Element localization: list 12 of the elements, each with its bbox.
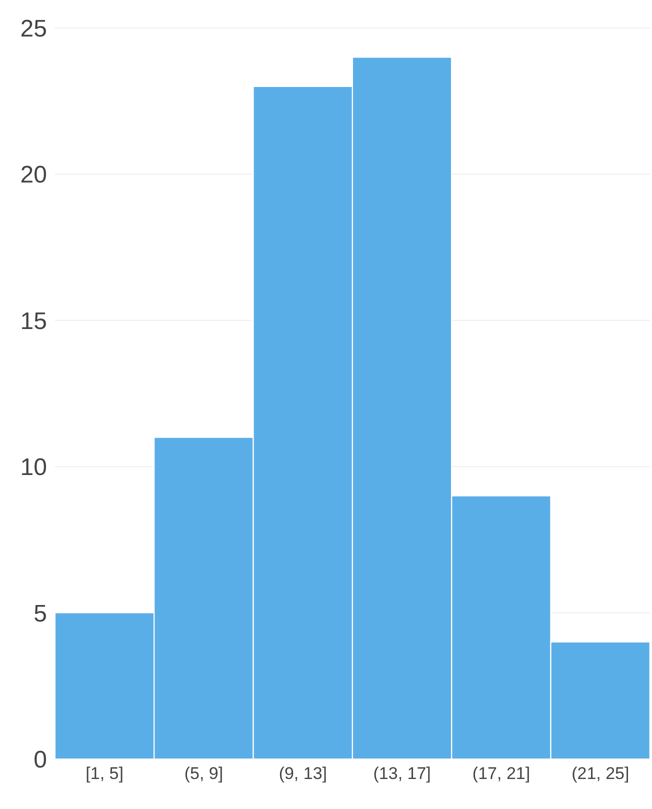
y-tick-label: 0 — [34, 746, 47, 774]
y-tick-label: 25 — [20, 16, 47, 43]
y-tick-label: 15 — [20, 308, 47, 335]
x-tick-label: (13, 17] — [373, 764, 431, 784]
x-tick-label: (9, 13] — [278, 764, 328, 784]
x-tick-label: (17, 21] — [472, 764, 530, 784]
x-tick-label: (21, 25] — [572, 764, 630, 784]
y-tick-label: 20 — [20, 162, 47, 189]
x-tick-label: (5, 9] — [184, 764, 224, 784]
y-tick-label: 10 — [20, 454, 47, 482]
x-tick-label: [1, 5] — [86, 764, 124, 784]
y-tick-label: 5 — [34, 600, 47, 628]
